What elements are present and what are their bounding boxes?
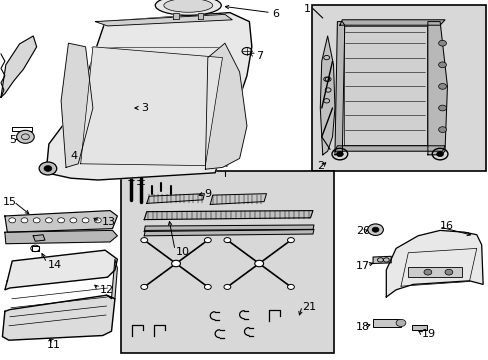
Text: 6: 6 <box>272 9 279 19</box>
Circle shape <box>94 218 101 223</box>
Polygon shape <box>61 43 93 167</box>
Text: 12: 12 <box>100 285 114 295</box>
Polygon shape <box>197 13 203 19</box>
Circle shape <box>70 218 77 223</box>
Polygon shape <box>106 259 117 299</box>
Polygon shape <box>33 235 45 241</box>
Polygon shape <box>173 13 179 19</box>
Circle shape <box>423 269 431 275</box>
Polygon shape <box>1 36 37 97</box>
Circle shape <box>224 238 230 243</box>
Circle shape <box>17 130 34 143</box>
Circle shape <box>287 284 294 289</box>
Polygon shape <box>146 194 204 203</box>
Circle shape <box>287 238 294 243</box>
Polygon shape <box>386 230 482 297</box>
Circle shape <box>367 224 383 235</box>
Ellipse shape <box>163 0 212 12</box>
Circle shape <box>438 105 446 111</box>
Text: 15: 15 <box>2 197 17 207</box>
Circle shape <box>224 284 230 289</box>
Circle shape <box>438 40 446 46</box>
Circle shape <box>9 218 16 223</box>
Circle shape <box>171 260 180 267</box>
Polygon shape <box>2 295 115 340</box>
Polygon shape <box>95 14 232 26</box>
Text: 3: 3 <box>141 103 147 113</box>
Circle shape <box>204 238 211 243</box>
Circle shape <box>45 218 52 223</box>
Polygon shape <box>46 13 251 180</box>
Text: 21: 21 <box>302 302 316 312</box>
Text: 11: 11 <box>47 340 61 350</box>
Circle shape <box>58 218 64 223</box>
Polygon shape <box>210 194 266 204</box>
Text: 10: 10 <box>176 247 190 257</box>
Bar <box>407 267 461 277</box>
Text: 5: 5 <box>9 135 16 145</box>
Ellipse shape <box>155 0 221 15</box>
Circle shape <box>204 284 211 289</box>
Polygon shape <box>334 146 444 151</box>
Polygon shape <box>334 22 344 155</box>
Polygon shape <box>5 230 117 244</box>
Circle shape <box>254 260 263 267</box>
Circle shape <box>438 62 446 68</box>
Circle shape <box>395 319 405 327</box>
Bar <box>311 5 485 171</box>
Text: 13: 13 <box>102 217 116 228</box>
Circle shape <box>436 152 443 157</box>
Circle shape <box>444 269 452 275</box>
Text: 14: 14 <box>48 260 62 270</box>
Circle shape <box>371 227 378 232</box>
Polygon shape <box>144 211 312 220</box>
Text: 19: 19 <box>421 329 435 339</box>
Text: 16: 16 <box>439 221 453 231</box>
Polygon shape <box>320 36 334 155</box>
Polygon shape <box>5 211 117 232</box>
Text: 18: 18 <box>355 322 369 332</box>
Circle shape <box>438 84 446 89</box>
Polygon shape <box>144 225 313 231</box>
Text: 8: 8 <box>221 159 228 169</box>
Polygon shape <box>81 47 222 166</box>
Circle shape <box>336 152 343 157</box>
Polygon shape <box>144 229 313 236</box>
Text: 20: 20 <box>355 226 369 236</box>
Polygon shape <box>372 256 390 264</box>
Text: 7: 7 <box>256 51 263 61</box>
Text: 1: 1 <box>304 4 310 14</box>
Circle shape <box>438 127 446 132</box>
Text: 2: 2 <box>316 161 324 171</box>
Polygon shape <box>5 250 117 290</box>
Circle shape <box>82 218 89 223</box>
Text: 17: 17 <box>355 261 369 271</box>
Polygon shape <box>427 22 447 155</box>
Circle shape <box>21 218 28 223</box>
Circle shape <box>33 218 40 223</box>
Bar <box>121 171 333 353</box>
Circle shape <box>39 162 57 175</box>
Circle shape <box>141 238 147 243</box>
Bar <box>372 319 400 327</box>
Text: 9: 9 <box>204 189 211 199</box>
Polygon shape <box>205 43 246 169</box>
Text: 4: 4 <box>71 150 78 161</box>
Polygon shape <box>343 26 426 145</box>
Circle shape <box>141 284 147 289</box>
Bar <box>411 325 427 330</box>
Circle shape <box>44 166 52 171</box>
Polygon shape <box>339 20 444 25</box>
